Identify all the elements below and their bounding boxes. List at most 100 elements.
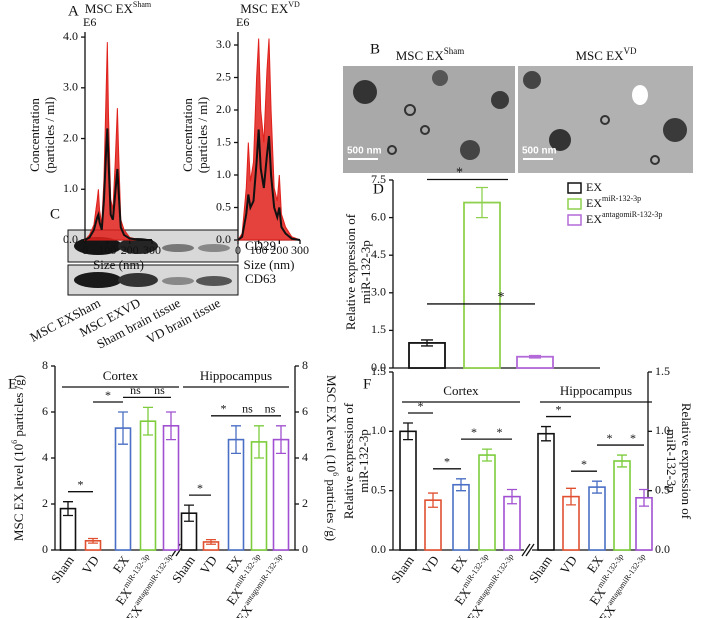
tem-image (518, 66, 693, 173)
y-tick-label: 0.0 (63, 232, 78, 246)
significance: ns (154, 383, 165, 397)
bar (452, 483, 470, 551)
legend-label-part: miR-132-3p (602, 194, 641, 203)
bar (613, 460, 631, 551)
y-tick-label: 2.5 (216, 69, 231, 83)
legend-swatch (567, 198, 582, 210)
x-tick-label: EX (448, 552, 471, 575)
y-axis-label: Relative expression of (679, 403, 694, 520)
x-tick-label: 300 (143, 243, 161, 257)
error-bar (566, 487, 576, 506)
y-tick-label: 1.5 (371, 322, 386, 336)
y-tick-label: 0 (302, 542, 308, 556)
x-tick-label-part: EX (451, 584, 474, 607)
significance: * (556, 402, 562, 416)
scale-bar (348, 158, 378, 160)
chart-title-part: MSC EX (85, 1, 134, 16)
error-bar (541, 425, 551, 442)
significance: * (444, 455, 450, 469)
y-tick-label: 2 (302, 496, 308, 510)
x-tick-label: 100 (250, 243, 268, 257)
bar (478, 454, 496, 551)
y2-axis-label-part: particles /g) (324, 476, 339, 541)
error-bar (428, 492, 438, 508)
group-label: Hippocampus (200, 368, 272, 383)
y-axis-label-part: 6 (10, 440, 19, 444)
significance: * (497, 425, 503, 439)
chart-title-part: Sham (133, 0, 152, 9)
bar (588, 486, 606, 551)
x-tick-label-part: EX (448, 552, 471, 575)
y-tick-label: 8 (302, 358, 308, 372)
error-bar (166, 411, 176, 441)
y-tick-label: 6 (42, 404, 48, 418)
legend-swatch (567, 214, 582, 226)
x-axis-label: Size (nm) (244, 257, 295, 272)
image-title: MSC EXSham (396, 46, 465, 63)
y-axis-label: Concentration (27, 98, 42, 172)
bar (463, 201, 501, 369)
y-axis-label: (particles / ml) (42, 97, 57, 174)
panel-label: E (8, 376, 17, 392)
y-tick-label: 4 (42, 450, 48, 464)
chart-title: MSC EXSham (85, 0, 152, 16)
x-tick-label-part: VD (79, 553, 102, 577)
bar (503, 495, 521, 551)
x-tick-label: EX (584, 552, 607, 575)
error-bar (592, 480, 602, 494)
group-label: Hippocampus (560, 383, 632, 398)
mean-line (84, 128, 152, 241)
y-tick-label: 6 (302, 404, 308, 418)
significance: * (607, 431, 613, 445)
exponent-label: E6 (83, 15, 96, 29)
significance: * (498, 290, 505, 305)
y-axis-label: miR-132-3p (358, 240, 373, 304)
x-tick-label: Sham (388, 553, 417, 586)
title-sup: Sham (444, 46, 465, 56)
y-axis-label: MSC EX level (106 particles /g) (10, 375, 26, 541)
x-tick-label: 200 (121, 243, 139, 257)
error-bar (529, 354, 541, 359)
chart-title-part: VD (288, 0, 300, 9)
x-tick-label: 300 (291, 243, 309, 257)
error-bar (206, 539, 216, 545)
y-tick-label: 4 (302, 450, 308, 464)
error-bar (507, 488, 517, 505)
significance: ns (265, 402, 276, 416)
mean-line (237, 129, 301, 241)
y-axis-label: Relative expression of (343, 213, 358, 330)
x-tick-label-part: EX (110, 552, 133, 575)
x-tick-label: VD (79, 553, 102, 577)
x-tick-label-part: Sham (48, 553, 77, 586)
x-axis-label: Size (nm) (93, 257, 144, 272)
y-tick-label: 0.0 (371, 542, 386, 556)
band-label: CD63 (245, 271, 276, 286)
x-tick-label: VD (419, 553, 442, 577)
error-bar (88, 537, 98, 544)
y2-axis-label-part: MSC EX level (10 (324, 375, 339, 472)
y-tick-label: 3.0 (63, 80, 78, 94)
x-tick-label-part: VD (557, 553, 580, 577)
bar (399, 430, 417, 551)
y-axis-label-part: particles /g) (11, 375, 26, 440)
x-tick-label: 200 (270, 243, 288, 257)
y-axis-label: miR-132-3p (664, 429, 679, 493)
y-axis-label: miR-132-3p (356, 429, 371, 493)
significance: * (456, 166, 463, 181)
axis-break (525, 543, 535, 557)
significance: * (105, 388, 111, 402)
y-tick-label: 1.5 (655, 364, 670, 378)
y-tick-label: 1.0 (216, 167, 231, 181)
bar (114, 427, 132, 551)
y-axis-label: (particles / ml) (195, 97, 210, 174)
y-tick-label: 0.5 (655, 482, 670, 496)
x-tick-label-part: EX (584, 552, 607, 575)
y-axis-label-part: MSC EX level (10 (11, 444, 26, 541)
significance: * (197, 481, 203, 495)
error-bar (403, 422, 413, 441)
x-tick-label: EX (110, 552, 133, 575)
y-tick-label: 3.0 (216, 37, 231, 51)
bar (227, 438, 245, 551)
y-tick-label: 4.0 (63, 29, 78, 43)
